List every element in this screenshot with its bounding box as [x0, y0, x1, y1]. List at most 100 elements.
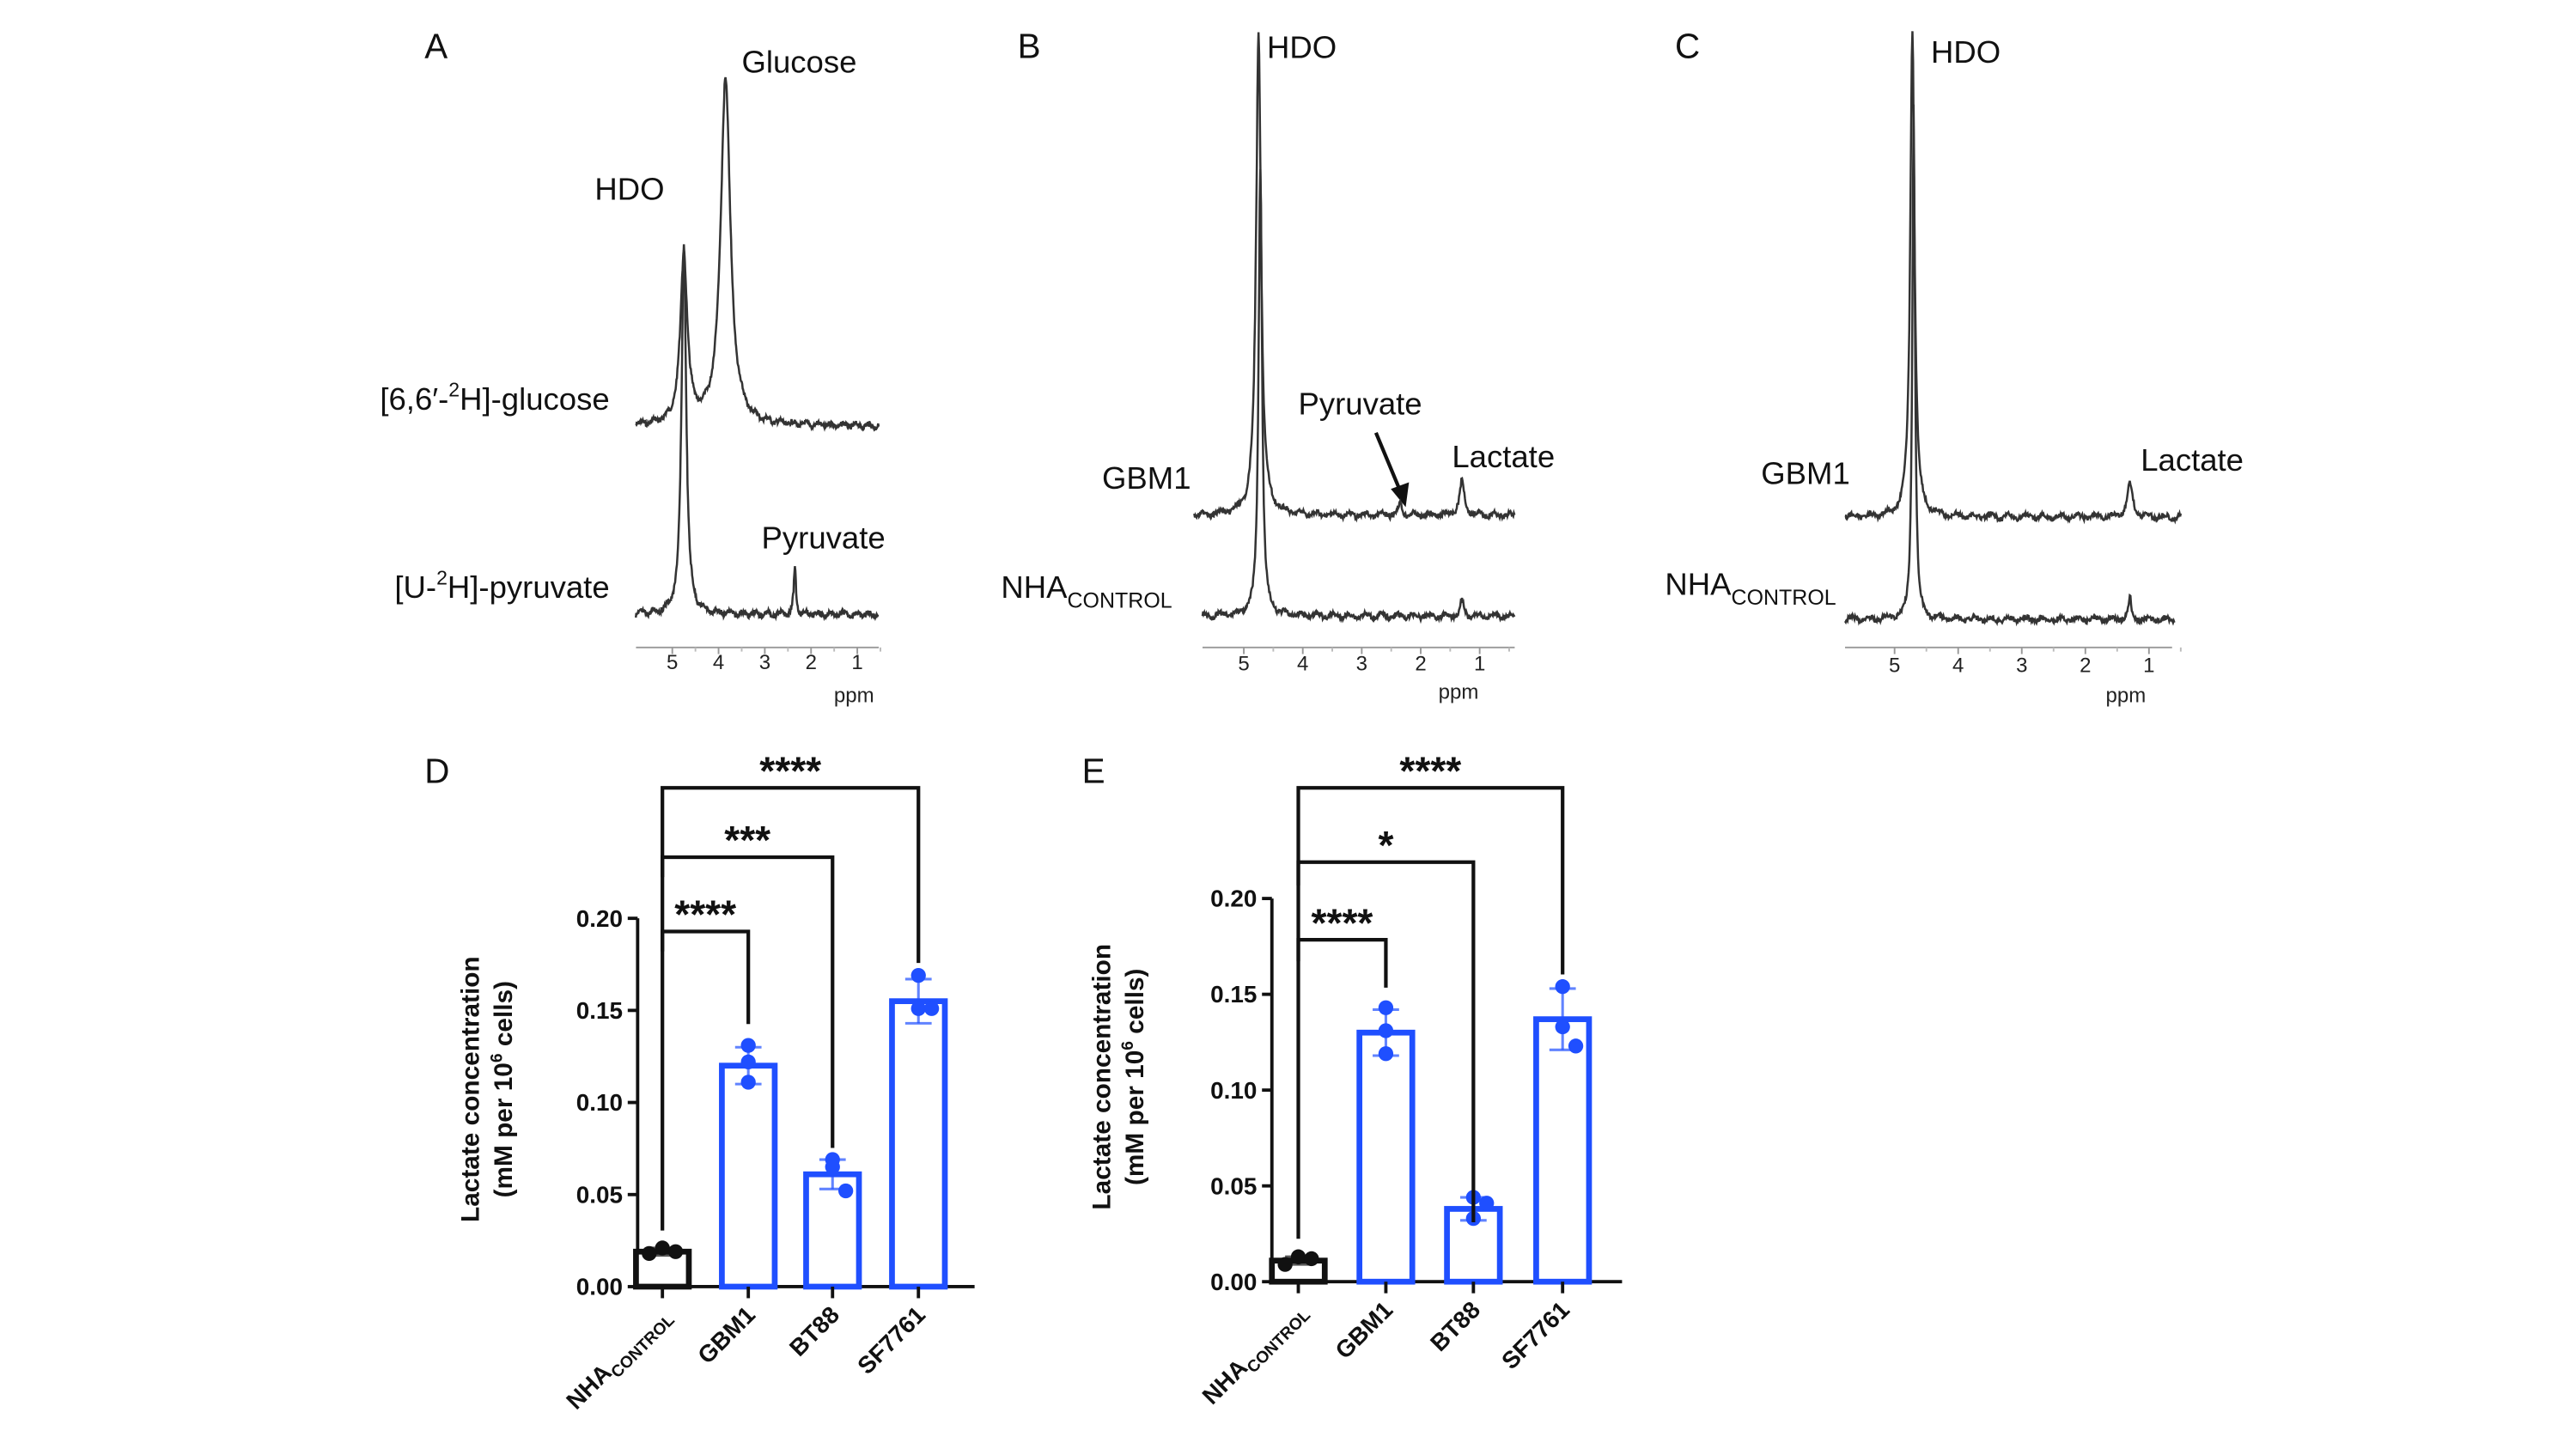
- tick-label: 4: [1297, 653, 1308, 676]
- y-tick-label: 0.00: [1210, 1269, 1257, 1295]
- units-text: cells): [1121, 969, 1149, 1041]
- hdo-peak-label: HDO: [1931, 34, 2001, 70]
- lactate-peak-label: Lactate: [2141, 442, 2244, 478]
- x-category-label: SF7761: [1496, 1296, 1574, 1374]
- significance-label: ****: [1312, 900, 1373, 945]
- tick-label: 3: [2016, 654, 2027, 678]
- panel-label-b: B: [1018, 26, 1041, 65]
- significance-label: ****: [759, 748, 821, 793]
- bar: [1533, 1016, 1592, 1285]
- spectra-layer: 5 4 3 2 1 ppm 5 4 3 2 1 ppm 5 4 3 2 1 ppm: [634, 31, 2182, 707]
- tick-label: 3: [1356, 653, 1367, 676]
- significance-label: *: [1378, 823, 1393, 868]
- tick-label: 5: [1889, 654, 1900, 678]
- pyruvate-arrow: [1373, 431, 1403, 493]
- data-point: [1277, 1257, 1293, 1272]
- data-point: [740, 1054, 756, 1070]
- pyruvate-peak-label: Pyruvate: [1299, 387, 1422, 422]
- x-category-label: SF7761: [852, 1301, 930, 1379]
- units-text: cells): [490, 981, 518, 1053]
- significance-label: ****: [674, 892, 736, 937]
- spectrum-trace: [1843, 104, 2176, 627]
- y-axis-label: Lactate concentration: [457, 956, 485, 1222]
- y-tick-label: 0.05: [1210, 1172, 1257, 1199]
- lactate-peak-label: Lactate: [1452, 439, 1555, 474]
- data-point: [1378, 1023, 1394, 1038]
- panel-label-e: E: [1082, 751, 1105, 790]
- category-main: GBM1: [1330, 1296, 1398, 1364]
- tick-label: 1: [851, 651, 862, 674]
- significance-label: ****: [1399, 748, 1461, 793]
- y-tick-label: 0.10: [1210, 1077, 1257, 1104]
- data-point: [1378, 1046, 1394, 1062]
- x-category-label: NHACONTROL: [1197, 1296, 1315, 1414]
- tick-label: 3: [759, 651, 770, 674]
- data-point: [1378, 1000, 1394, 1015]
- trace-label-nha: NHACONTROL: [1001, 569, 1172, 613]
- x-category-label: BT88: [784, 1301, 844, 1361]
- data-point: [923, 1001, 940, 1016]
- data-point: [910, 1001, 926, 1016]
- data-point: [667, 1244, 684, 1259]
- bar-charts-layer: 0.00 0.05 0.10 0.15 0.20 Lactate concentratio…: [457, 748, 1623, 1415]
- tick-label: 2: [806, 651, 817, 674]
- spectrum-trace: [1844, 31, 2182, 525]
- tick-label: 2: [2080, 654, 2091, 678]
- data-point: [1479, 1196, 1495, 1211]
- data-point: [740, 1038, 756, 1053]
- spectrum-trace: [635, 76, 880, 432]
- data-point: [837, 1183, 854, 1199]
- units-superscript: 6: [1119, 1041, 1137, 1050]
- ppm-axis-label: ppm: [2106, 684, 2147, 707]
- data-point: [1568, 1038, 1584, 1054]
- pyruvate-peak-label: Pyruvate: [762, 520, 886, 555]
- trace-label-gbm1: GBM1: [1102, 460, 1191, 496]
- trace-label-gbm1: GBM1: [1761, 455, 1850, 490]
- significance-label: ***: [724, 818, 770, 862]
- spectrum-trace: [1193, 32, 1516, 523]
- trace-label-nha: NHACONTROL: [1665, 566, 1836, 610]
- x-category-label: GBM1: [1330, 1296, 1398, 1364]
- data-point: [825, 1159, 840, 1175]
- data-point: [1555, 979, 1570, 995]
- significance-bracket: [1296, 938, 1388, 1239]
- arrow-head-icon: [1391, 482, 1410, 508]
- significance-bracket: [1296, 786, 1565, 975]
- tick-label: 4: [713, 651, 724, 674]
- units-text: (mM per 10: [490, 1062, 518, 1197]
- y-tick-label: 0.20: [1210, 886, 1257, 912]
- glucose-peak-label: Glucose: [741, 45, 856, 80]
- panel-label-d: D: [424, 751, 449, 790]
- panel-label-a: A: [424, 26, 448, 65]
- data-point: [1555, 1019, 1570, 1035]
- data-point: [740, 1075, 756, 1090]
- category-main: BT88: [784, 1301, 844, 1361]
- category-main: SF7761: [852, 1301, 930, 1379]
- y-tick-label: 0.00: [576, 1274, 623, 1300]
- panel-label-c: C: [1675, 26, 1700, 65]
- significance-bracket: [1296, 860, 1476, 1222]
- significance-bracket: [661, 929, 751, 1231]
- units-text: (mM per 10: [1121, 1050, 1149, 1185]
- bar: [889, 998, 948, 1290]
- hdo-peak-label: HDO: [594, 172, 664, 207]
- data-point: [1290, 1249, 1306, 1264]
- spectrum-trace: [1201, 168, 1516, 624]
- y-axis-label-units: (mM per 106 cells): [489, 981, 519, 1198]
- tick-label: 1: [1474, 653, 1485, 676]
- units-superscript: 6: [489, 1053, 507, 1062]
- spectrum-trace: [634, 244, 880, 622]
- y-tick-label: 0.10: [576, 1089, 623, 1116]
- hdo-peak-label: HDO: [1267, 29, 1337, 64]
- significance-bracket: [661, 855, 835, 1148]
- y-tick-label: 0.05: [576, 1181, 623, 1208]
- x-category-label: GBM1: [692, 1301, 760, 1369]
- trace-label-glucose: [6,6′-2H]-glucose: [380, 379, 609, 417]
- tick-label: 5: [1238, 653, 1249, 676]
- tick-label: 4: [1952, 654, 1964, 678]
- data-point: [1304, 1251, 1319, 1267]
- category-subscript: CONTROL: [608, 1312, 679, 1382]
- category-main: SF7761: [1496, 1296, 1574, 1374]
- y-axis-label: Lactate concentration: [1087, 944, 1116, 1210]
